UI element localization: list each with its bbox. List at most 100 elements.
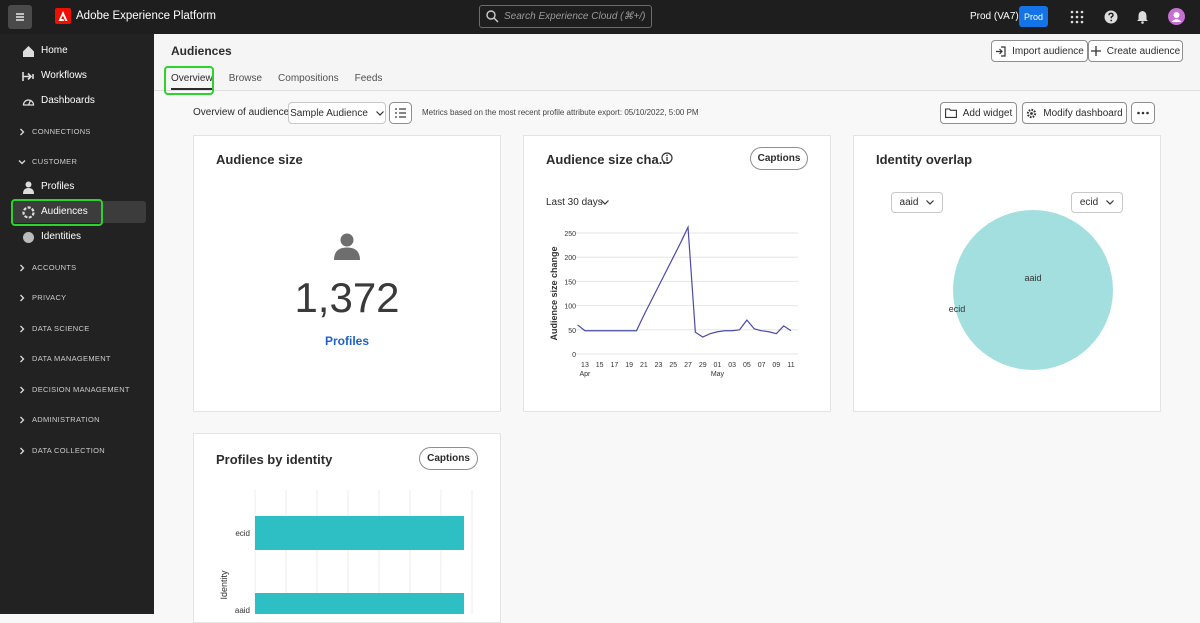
- y-axis-label: Identity: [219, 570, 229, 600]
- add-widget-button[interactable]: Add widget: [940, 102, 1017, 124]
- x-tick-label: 25: [669, 362, 677, 369]
- sidebar-nav: Home Workflows Dashboards CONNECTIONS CUSTOM…: [0, 0, 154, 614]
- bar: [255, 516, 464, 550]
- info-icon[interactable]: [661, 152, 673, 164]
- nav-section[interactable]: CONNECTIONS: [32, 126, 91, 136]
- nav-item[interactable]: Identities: [41, 231, 82, 242]
- nav-icon: [22, 99, 35, 106]
- card-title: Audience size: [216, 152, 303, 167]
- folder-icon: [944, 108, 957, 118]
- help-icon[interactable]: [1104, 10, 1118, 24]
- button-label: Import audience: [1012, 45, 1084, 57]
- y-tick-label: 250: [564, 231, 576, 238]
- x-tick-label: 23: [655, 362, 663, 369]
- tab[interactable]: Browse: [228, 73, 263, 84]
- search-icon: [486, 10, 499, 23]
- audience-count: 1,372: [294, 274, 400, 321]
- icon-shape: [23, 232, 34, 243]
- nav-item[interactable]: Profiles: [41, 181, 75, 192]
- nav-item[interactable]: Audiences: [41, 206, 88, 217]
- chevron-shape: [20, 355, 25, 363]
- bar-chart: ecid aaid Identity: [219, 490, 473, 614]
- chevron: [601, 200, 609, 205]
- nav-icon: [23, 46, 34, 57]
- active-nav-bg: [12, 201, 146, 223]
- tab[interactable]: Compositions: [278, 73, 339, 84]
- search-box[interactable]: [479, 5, 652, 28]
- card-title: Profiles by identity: [216, 452, 333, 467]
- chevron: [20, 128, 25, 135]
- nav-section[interactable]: DATA MANAGEMENT: [32, 354, 111, 363]
- highlight-box: [11, 199, 103, 226]
- button-label: Modify dashboard: [1043, 107, 1123, 119]
- import-audience-button[interactable]: Import audience: [991, 40, 1088, 62]
- tab[interactable]: Feeds: [354, 73, 383, 84]
- x-month-label: Apr: [580, 371, 592, 378]
- profiles-link[interactable]: Profiles: [324, 334, 369, 348]
- icon-shape: [22, 99, 35, 106]
- x-tick-label: 03: [728, 362, 736, 369]
- venn-circle: [953, 210, 1113, 370]
- x-month-label: May: [711, 371, 725, 378]
- nav-icon: [22, 206, 35, 219]
- y-tick-label: 50: [568, 328, 576, 335]
- y-axis-label: Audience size change: [549, 246, 559, 340]
- gear-icon: [1027, 108, 1037, 118]
- identity-select[interactable]: aaid: [891, 192, 943, 213]
- nav-section[interactable]: DATA SCIENCE: [32, 323, 90, 333]
- nav-section[interactable]: ACCOUNTS: [32, 262, 77, 272]
- chevron: [375, 110, 384, 116]
- chevron: [18, 160, 26, 165]
- nav-section[interactable]: ADMINISTRATION: [32, 415, 100, 424]
- modify-dashboard-button[interactable]: Modify dashboard: [1022, 102, 1127, 124]
- bar: [255, 593, 464, 614]
- y-tick-label: 200: [564, 255, 576, 262]
- y-tick-label: 100: [564, 304, 576, 311]
- menu-button[interactable]: [8, 5, 32, 29]
- venn-label: aaid: [1024, 273, 1041, 283]
- x-tick-label: 05: [743, 362, 751, 369]
- x-tick-label: 13: [581, 362, 589, 369]
- chevron: [20, 264, 25, 271]
- search-placeholder: Search Experience Cloud (⌘+/): [504, 11, 646, 22]
- nav-item[interactable]: Dashboards: [41, 95, 95, 106]
- audience-dropdown[interactable]: Sample Audience: [288, 102, 386, 124]
- nav-section[interactable]: PRIVACY: [32, 293, 67, 302]
- y-tick-label: 0: [572, 352, 576, 359]
- nav-section[interactable]: DECISION MANAGEMENT: [32, 384, 130, 394]
- notifications-icon[interactable]: [1136, 10, 1149, 24]
- identity-select[interactable]: ecid: [1071, 192, 1123, 213]
- chevron: [926, 200, 935, 205]
- nav-item[interactable]: Home: [41, 45, 68, 56]
- app-name[interactable]: Adobe Experience Platform: [76, 10, 216, 22]
- nav-section[interactable]: DATA COLLECTION: [32, 445, 105, 455]
- chevron-shape: [18, 160, 26, 165]
- captions-button[interactable]: Captions: [419, 447, 478, 470]
- dropdown-value: ecid: [1079, 197, 1099, 208]
- chevron-shape: [20, 264, 25, 271]
- list-view-button[interactable]: [389, 102, 412, 124]
- x-tick-label: 07: [758, 362, 766, 369]
- y-tick-label: ecid: [235, 529, 250, 538]
- avatar[interactable]: [1168, 8, 1185, 25]
- more-button[interactable]: [1131, 102, 1155, 124]
- org-name[interactable]: Prod (VA7): [970, 11, 1019, 22]
- button-label: Add widget: [962, 107, 1013, 119]
- tab[interactable]: Overview: [171, 73, 213, 84]
- create-audience-button[interactable]: Create audience: [1088, 40, 1183, 62]
- nav-section[interactable]: CUSTOMER: [32, 157, 78, 166]
- x-tick-label: 01: [714, 362, 722, 369]
- x-tick-label: 29: [699, 362, 707, 369]
- apps-icon[interactable]: [1070, 10, 1084, 24]
- nav-item[interactable]: Workflows: [41, 70, 87, 81]
- overview-label: Overview of audience: [193, 107, 290, 118]
- audience-size-change-card: [523, 135, 831, 412]
- chevron: [20, 386, 25, 393]
- captions-button[interactable]: Captions: [750, 147, 808, 170]
- icon-shape: [22, 206, 35, 219]
- adobe-logo[interactable]: [55, 8, 71, 24]
- sandbox-badge[interactable]: Prod: [1019, 6, 1048, 27]
- range-dropdown[interactable]: Last 30 days: [546, 197, 603, 208]
